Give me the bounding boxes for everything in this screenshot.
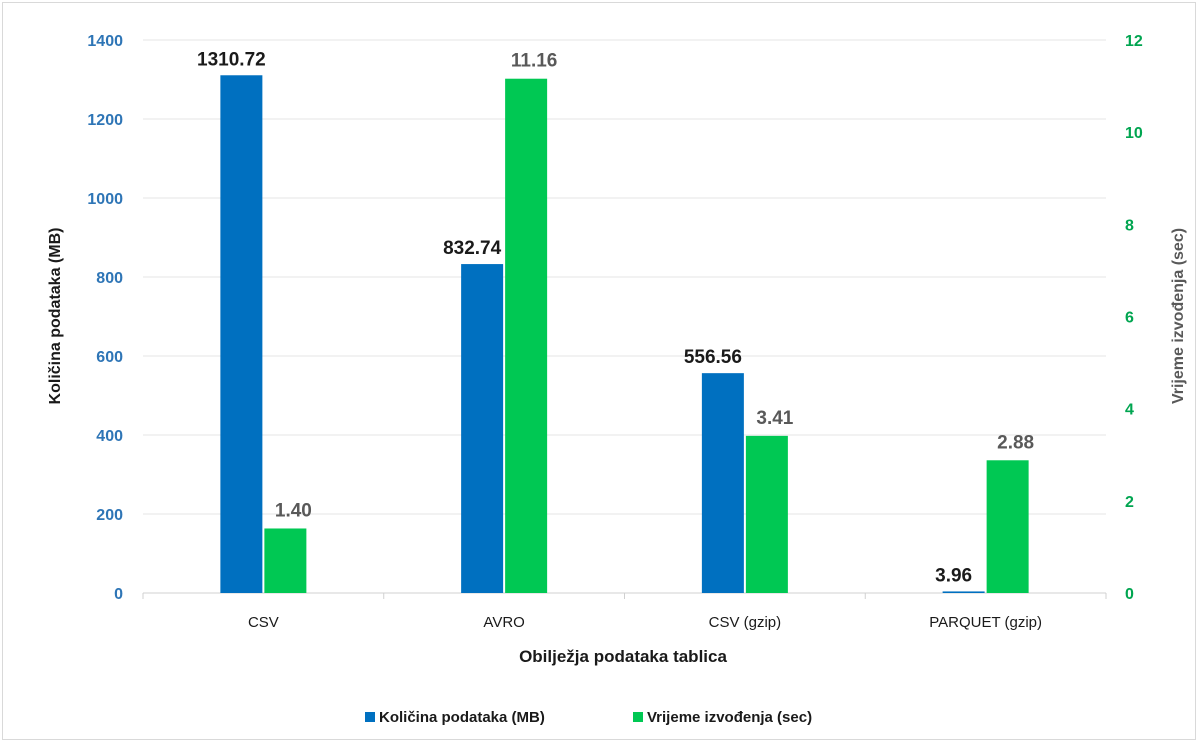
- legend-label-volume: Količina podataka (MB): [379, 709, 545, 726]
- x-tick-label: CSV: [248, 614, 279, 631]
- bar-time: [745, 435, 788, 593]
- y2-tick-label: 8: [1125, 217, 1134, 234]
- bar-volume: [942, 591, 985, 593]
- legend-swatch-volume: [365, 712, 375, 722]
- y2-tick-label: 12: [1125, 33, 1143, 50]
- y2-tick-label: 4: [1125, 402, 1134, 419]
- bar-volume: [220, 75, 263, 593]
- x-tick-label: CSV (gzip): [709, 614, 782, 631]
- data-label-volume: 556.56: [684, 347, 742, 368]
- bar-time: [264, 528, 307, 593]
- bar-time: [986, 460, 1029, 593]
- legend: Količina podataka (MB) Vrijeme izvođenja…: [365, 709, 812, 726]
- y-tick-label: 1000: [87, 191, 123, 208]
- data-label-time: 1.40: [275, 500, 312, 521]
- y-tick-label: 1200: [87, 112, 123, 129]
- y-tick-label: 400: [96, 428, 123, 445]
- bars: [220, 75, 1029, 593]
- data-label-time: 3.41: [756, 408, 793, 429]
- bar-chart: 1310.72 1.40 832.74 11.16 556.56 3.41 3.96 2.88…: [47, 33, 1187, 726]
- bar-volume: [461, 264, 504, 593]
- y2-tick-label: 10: [1125, 125, 1143, 142]
- y2-axis-title: Vrijeme izvođenja (sec): [1170, 228, 1187, 404]
- gridlines: [142, 39, 1107, 599]
- y2-tick-label: 2: [1125, 494, 1134, 511]
- y-tick-label: 0: [114, 586, 123, 603]
- y-tick-label: 800: [96, 270, 123, 287]
- y-tick-label: 200: [96, 507, 123, 524]
- x-tick-label: AVRO: [483, 614, 524, 631]
- legend-label-time: Vrijeme izvođenja (sec): [647, 709, 812, 726]
- y-tick-label: 1400: [87, 33, 123, 50]
- bar-volume: [701, 373, 744, 593]
- data-label-volume: 832.74: [443, 238, 502, 259]
- y2-tick-label: 0: [1125, 586, 1134, 603]
- data-label-time: 2.88: [997, 432, 1034, 453]
- legend-swatch-time: [633, 712, 643, 722]
- x-axis-title: Obilježja podataka tablica: [519, 647, 727, 666]
- y2-tick-label: 6: [1125, 310, 1134, 327]
- data-label-volume: 1310.72: [197, 49, 266, 70]
- bar-time: [505, 78, 548, 593]
- data-labels: 1310.72 1.40 832.74 11.16 556.56 3.41 3.96 2.88: [197, 49, 1034, 586]
- x-tick-label: PARQUET (gzip): [929, 614, 1042, 631]
- tick-labels: 0 200 400 600 800 1000 1200 1400 0 2 4 6 8 10 12 CSV AVR…: [87, 33, 1142, 631]
- y-axis-title: Količina podataka (MB): [47, 228, 64, 405]
- y-tick-label: 600: [96, 349, 123, 366]
- data-label-volume: 3.96: [935, 565, 972, 586]
- data-label-time: 11.16: [511, 51, 558, 72]
